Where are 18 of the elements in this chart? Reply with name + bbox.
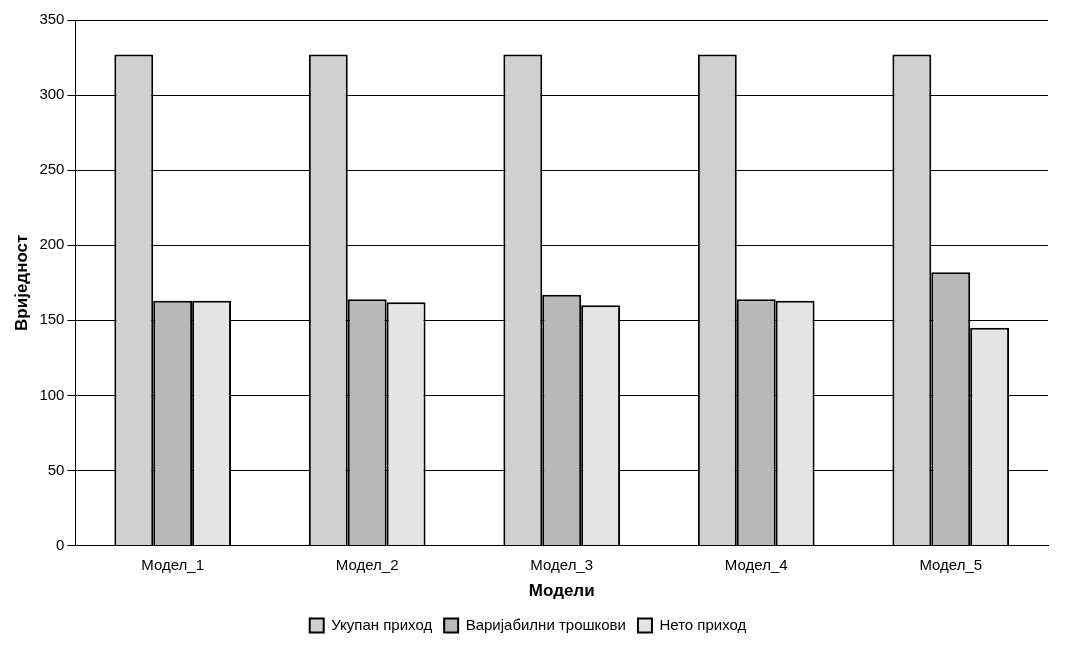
x-axis-title: Модели	[528, 581, 595, 601]
x-tick-label: Модел_1	[141, 555, 205, 573]
x-tick-label: Модел_5	[919, 555, 983, 573]
x-tick-label: Модел_3	[530, 555, 594, 573]
legend-label: Укупан приход	[331, 615, 433, 633]
y-tick-label: 150	[39, 310, 65, 328]
y-tick-label: 300	[39, 85, 65, 103]
legend-label: Нето приход	[659, 615, 747, 633]
y-tick-label: 200	[39, 235, 65, 253]
x-tick-label: Модел_4	[724, 555, 788, 573]
y-tick-label: 0	[56, 535, 65, 553]
y-tick-label: 250	[39, 160, 65, 178]
y-tick-label: 350	[39, 10, 65, 28]
legend-label: Варијабилни трошкови	[465, 615, 626, 633]
x-tick-label: Модел_2	[335, 555, 399, 573]
y-tick-label: 100	[39, 385, 65, 403]
y-tick-label: 50	[47, 460, 65, 478]
y-axis-title: Вриједност	[11, 234, 31, 331]
